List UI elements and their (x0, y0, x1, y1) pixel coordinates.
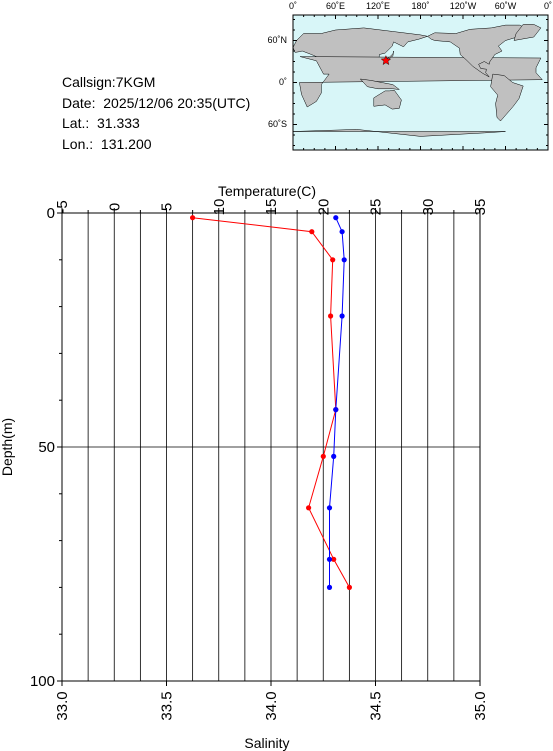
land-mass (513, 24, 542, 41)
salinity-axis-title: Salinity (244, 735, 289, 751)
salinity-tick-label: 33.0 (54, 691, 71, 720)
map-land (292, 24, 543, 146)
map-ticks (292, 15, 549, 150)
temperature-tick-label: 0 (106, 203, 123, 211)
land-mass (427, 24, 535, 78)
location-map: 0˚ 60˚E 120˚E 180˚ 120˚W 60˚W 0˚ 60˚N 0˚… (267, 1, 552, 151)
salinity-data-point (326, 505, 333, 511)
temperature-tick-label: 25 (368, 199, 385, 216)
grid-lines (62, 213, 480, 681)
temperature-data-point (320, 453, 326, 459)
plot-frame (61, 212, 481, 682)
depth-axis-title: Depth(m) (0, 418, 15, 476)
temperature-axis-title: Temperature(C) (218, 183, 316, 199)
land-mass (359, 78, 401, 90)
salinity-tick-label: 34.5 (368, 691, 385, 720)
longitude-label: Lon.: 131.200 (62, 135, 152, 152)
depth-tick-label: 50 (38, 439, 55, 456)
temperature-data-point (306, 505, 312, 511)
data-series (190, 215, 352, 591)
salinity-data-point (333, 407, 339, 413)
temperature-data-point (346, 584, 352, 591)
temperature-tick-label: 35 (472, 199, 489, 216)
land-mass (490, 73, 524, 122)
map-lon-label: 0˚ (289, 1, 297, 11)
temperature-data-point (328, 313, 334, 319)
depth-tick-label: 100 (30, 673, 55, 690)
temperature-tick-label: -5 (54, 200, 71, 213)
map-lat-label: 0˚ (279, 77, 287, 87)
station-star (380, 55, 392, 66)
temperature-tick-label: 15 (263, 199, 280, 216)
map-lon-label: 120˚E (366, 1, 390, 11)
temperature-tick-label: 10 (211, 199, 228, 216)
temperature-data-point (330, 257, 336, 263)
map-lon-label: 60˚W (495, 1, 517, 11)
depth-tick-label: 0 (47, 205, 55, 222)
salinity-tick-label: 35.0 (472, 691, 489, 720)
map-lon-label: 0˚ (544, 1, 552, 11)
latitude-label: Lat.: 31.333 (62, 115, 140, 131)
map-lat-label: 60˚S (268, 119, 287, 129)
map-lat-label: 60˚N (267, 35, 287, 45)
temperature-data-point (331, 556, 337, 562)
temperature-tick-label: 20 (315, 199, 332, 216)
land-mass (373, 89, 402, 110)
temperature-data-point (190, 215, 196, 221)
salinity-data-point (339, 313, 345, 319)
salinity-data-point (331, 453, 337, 459)
station-marker (380, 55, 392, 66)
salinity-data-point (326, 556, 333, 562)
callsign-label: Callsign:7KGM (62, 74, 156, 90)
salinity-data-point (339, 229, 345, 235)
salinity-data-point (341, 257, 347, 263)
temperature-tick-label: 30 (420, 199, 437, 216)
salinity-tick-label: 34.0 (263, 691, 280, 720)
temperature-tick-label: 5 (159, 203, 176, 211)
salinity-tick-label: 33.5 (159, 691, 176, 720)
map-lon-label: 180˚ (411, 1, 429, 11)
map-labels: 0˚ 60˚E 120˚E 180˚ 120˚W 60˚W 0˚ 60˚N 0˚… (267, 1, 552, 129)
station-info: Callsign:7KGM Date: 2025/12/06 20:35(UTC… (62, 72, 250, 154)
salinity-data-point (326, 584, 333, 591)
temperature-data-point (309, 229, 315, 235)
salinity-data-point (333, 215, 339, 221)
date-label: Date: 2025/12/06 20:35(UTC) (62, 94, 251, 111)
map-lon-label: 60˚E (326, 1, 345, 11)
map-lon-label: 120˚W (450, 1, 477, 11)
